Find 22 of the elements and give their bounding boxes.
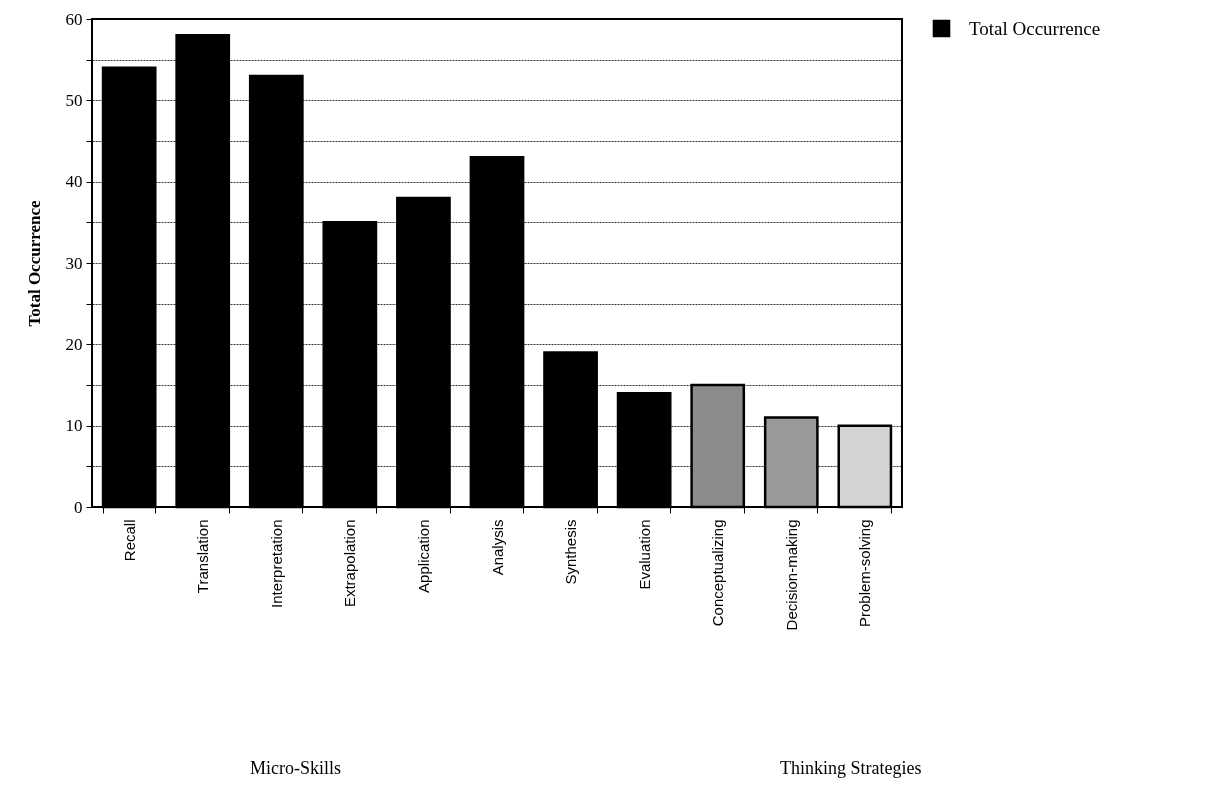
y-tick-label: 40 [65,172,83,192]
x-tick-label: Analysis [488,519,506,576]
y-tick-label: 60 [65,9,83,29]
x-tick-label: Interpretation [267,519,285,608]
y-tick-label: 30 [65,253,83,273]
y-tick-label: 10 [65,416,83,436]
legend-label: Total Occurrence [969,17,1101,39]
x-tick-label: Recall [120,519,138,562]
x-tick-label: Synthesis [562,519,580,585]
x-tick-label: Application [414,519,432,593]
x-tick-label: Conceptualizing [709,519,727,627]
y-tick-label: 20 [65,334,83,354]
text: Micro-Skills [250,758,342,779]
x-tick-label: Translation [194,519,212,594]
x-tick-label: Extrapolation [341,519,359,608]
y-axis-title: Total Occurrence [24,200,44,327]
x-tick-label: Evaluation [635,519,653,590]
x-tick-label: Decision-making [782,519,800,631]
x-tick-label: Problem-solving [856,519,874,628]
text: Thinking Strategies [780,758,922,779]
y-tick-label: 0 [74,497,83,517]
y-tick-label: 50 [65,90,83,110]
